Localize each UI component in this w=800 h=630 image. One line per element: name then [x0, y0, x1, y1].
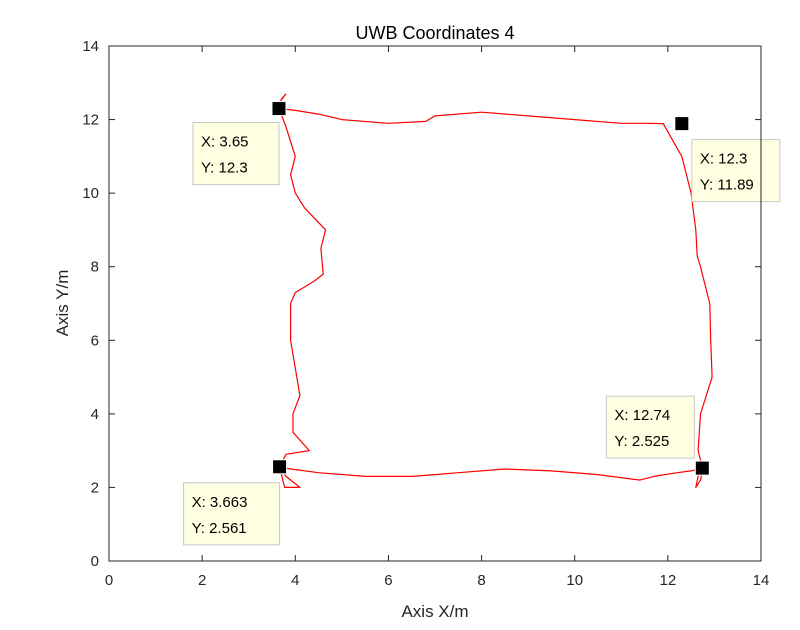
datatip-marker[interactable] [694, 460, 710, 476]
datatip-y-text: Y: 12.3 [201, 160, 248, 177]
x-tick-label: 4 [291, 572, 299, 589]
datatip[interactable]: X: 3.65 Y: 12.3 [192, 101, 287, 186]
datatips-layer: X: 3.65 Y: 12.3 X: 12.3 Y: 11.89 X: 12.74 Y: … [183, 101, 781, 546]
y-tick-label: 10 [82, 185, 99, 202]
x-tick-label: 8 [477, 572, 485, 589]
datatip-y-text: Y: 11.89 [700, 177, 754, 194]
datatip-box [691, 139, 781, 203]
datatip[interactable]: X: 12.3 Y: 11.89 [674, 116, 781, 203]
x-tick-label: 12 [660, 572, 677, 589]
datatip[interactable]: X: 12.74 Y: 2.525 [605, 395, 710, 476]
y-tick-label: 0 [91, 553, 99, 570]
datatip-box [605, 395, 695, 459]
y-tick-label: 12 [82, 112, 99, 129]
y-tick-label: 6 [91, 332, 99, 349]
x-axis-label: Axis X/m [401, 602, 468, 621]
axes-box [108, 45, 762, 562]
datatip-x-text: X: 12.3 [700, 151, 748, 168]
datatip-x-text: X: 3.65 [201, 134, 249, 151]
x-tick-label: 2 [198, 572, 206, 589]
datatip-y-text: Y: 2.561 [192, 520, 247, 537]
y-tick-label: 14 [82, 38, 99, 55]
datatip-box [183, 482, 281, 546]
datatip-x-text: X: 12.74 [614, 407, 670, 424]
datatip-marker[interactable] [271, 101, 287, 117]
datatip-marker[interactable] [674, 116, 690, 132]
y-tick-label: 8 [91, 259, 99, 276]
y-tick-label: 4 [91, 406, 99, 423]
y-tick-label: 2 [91, 479, 99, 496]
datatip-marker[interactable] [272, 459, 288, 475]
chart-title: UWB Coordinates 4 [355, 23, 514, 43]
y-axis-label: Axis Y/m [53, 270, 72, 337]
datatip-x-text: X: 3.663 [192, 494, 248, 511]
x-tick-label: 10 [566, 572, 583, 589]
x-tick-label: 6 [384, 572, 392, 589]
x-tick-label: 14 [753, 572, 770, 589]
datatip[interactable]: X: 3.663 Y: 2.561 [183, 459, 288, 546]
datatip-y-text: Y: 2.525 [614, 433, 669, 450]
x-tick-label: 0 [105, 572, 113, 589]
trajectory-line [278, 107, 713, 488]
datatip-box [192, 122, 280, 186]
